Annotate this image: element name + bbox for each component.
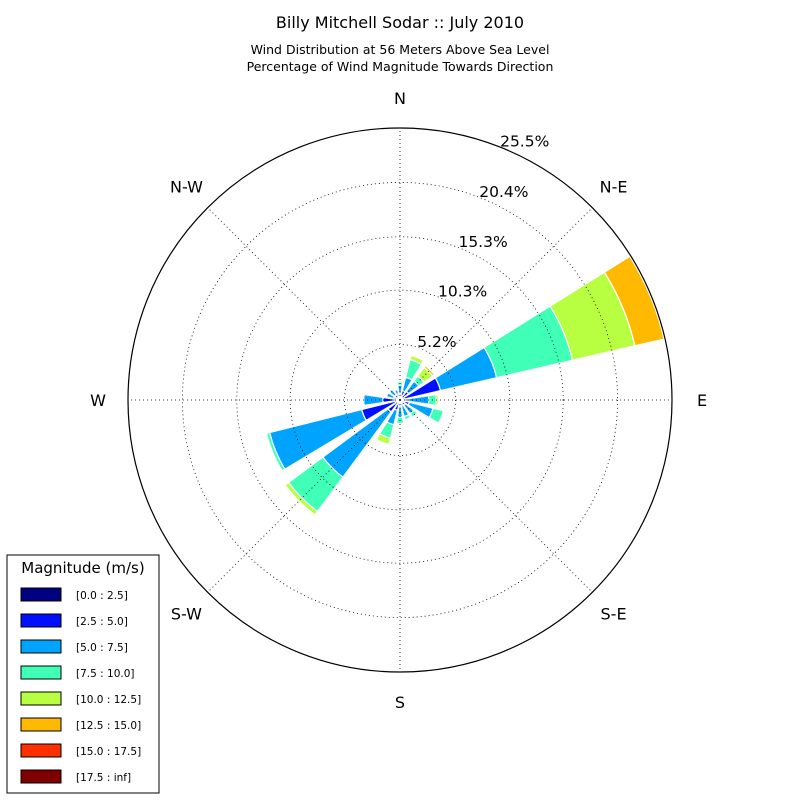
sector-67.5-bin-5 — [603, 255, 665, 347]
sector-337.5-bin-2 — [393, 388, 400, 396]
spoke-s-w — [207, 399, 401, 593]
legend-label: [2.5 : 5.0] — [76, 616, 128, 628]
sector-22.5-bin-4 — [409, 354, 425, 366]
sector-45-bin-5 — [423, 364, 436, 377]
chart-title: Billy Mitchell Sodar :: July 2010 — [276, 13, 524, 32]
direction-label-e: E — [697, 391, 707, 410]
spoke-s-e — [399, 399, 593, 593]
legend-label: [7.5 : 10.0] — [76, 668, 134, 680]
legend-label: [5.0 : 7.5] — [76, 642, 128, 654]
direction-label-n-w: N-W — [170, 177, 203, 196]
legend-label: [15.0 : 17.5] — [76, 746, 141, 758]
sector-202.5-bin-4 — [375, 433, 392, 446]
legend-label: [17.5 : inf] — [76, 772, 131, 784]
direction-label-n-e: N-E — [600, 177, 628, 196]
legend-swatch — [20, 639, 62, 654]
ring-label: 5.2% — [417, 333, 456, 351]
grid-ring — [289, 289, 511, 511]
spoke-n-e — [399, 207, 593, 401]
outer-ring — [127, 127, 673, 673]
legend-swatch — [20, 691, 62, 706]
polar-labels: N N-E E S-E S S-W W N-W 5.2% 10.3% 15.3% 20.4% 25.5% — [90, 89, 707, 712]
legend-title: Magnitude (m/s) — [21, 559, 144, 577]
sector-112.5-bin-3 — [428, 407, 445, 424]
chart-subtitle-line-1: Wind Distribution at 56 Meters Above Sea… — [251, 42, 550, 57]
direction-label-n: N — [394, 89, 406, 108]
legend-swatch — [20, 587, 62, 602]
sector-292.5-bin-2 — [385, 392, 396, 400]
ring-label: 20.4% — [479, 183, 528, 201]
legend-label: [10.0 : 12.5] — [76, 694, 141, 706]
chart-subtitle-line-2: Percentage of Wind Magnitude Towards Dir… — [247, 59, 554, 74]
grid-ring — [344, 344, 456, 456]
sector-135-bin-3 — [409, 409, 418, 418]
spoke-n-w — [207, 207, 401, 401]
direction-label-w: W — [90, 391, 106, 410]
grid-ring — [181, 181, 619, 619]
legend: Magnitude (m/s) [0.0 : 2.5] [2.5 : 5.0] [5.… — [6, 554, 160, 794]
legend-swatch — [20, 743, 62, 758]
sector-247.5-bin-3 — [265, 431, 286, 472]
legend-label: [12.5 : 15.0] — [76, 720, 141, 732]
sector-270-bin-2 — [363, 393, 384, 407]
sector-90-bin-4 — [435, 393, 439, 407]
direction-label-s-e: S-E — [601, 605, 627, 624]
legend-swatch — [20, 717, 62, 732]
grid-ring — [236, 236, 564, 564]
sector-157.5-bin-3 — [403, 413, 412, 421]
direction-label-s-w: S-W — [171, 605, 202, 624]
polar-grid — [127, 127, 673, 673]
legend-swatch — [20, 613, 62, 628]
ring-label: 10.3% — [438, 282, 487, 300]
legend-swatch — [20, 769, 62, 784]
direction-label-s: S — [395, 693, 405, 712]
sector-225-bin-4 — [284, 481, 319, 516]
ring-label: 15.3% — [458, 233, 507, 251]
legend-label: [0.0 : 2.5] — [76, 590, 128, 602]
legend-swatch — [20, 665, 62, 680]
ring-label: 25.5% — [500, 133, 549, 151]
